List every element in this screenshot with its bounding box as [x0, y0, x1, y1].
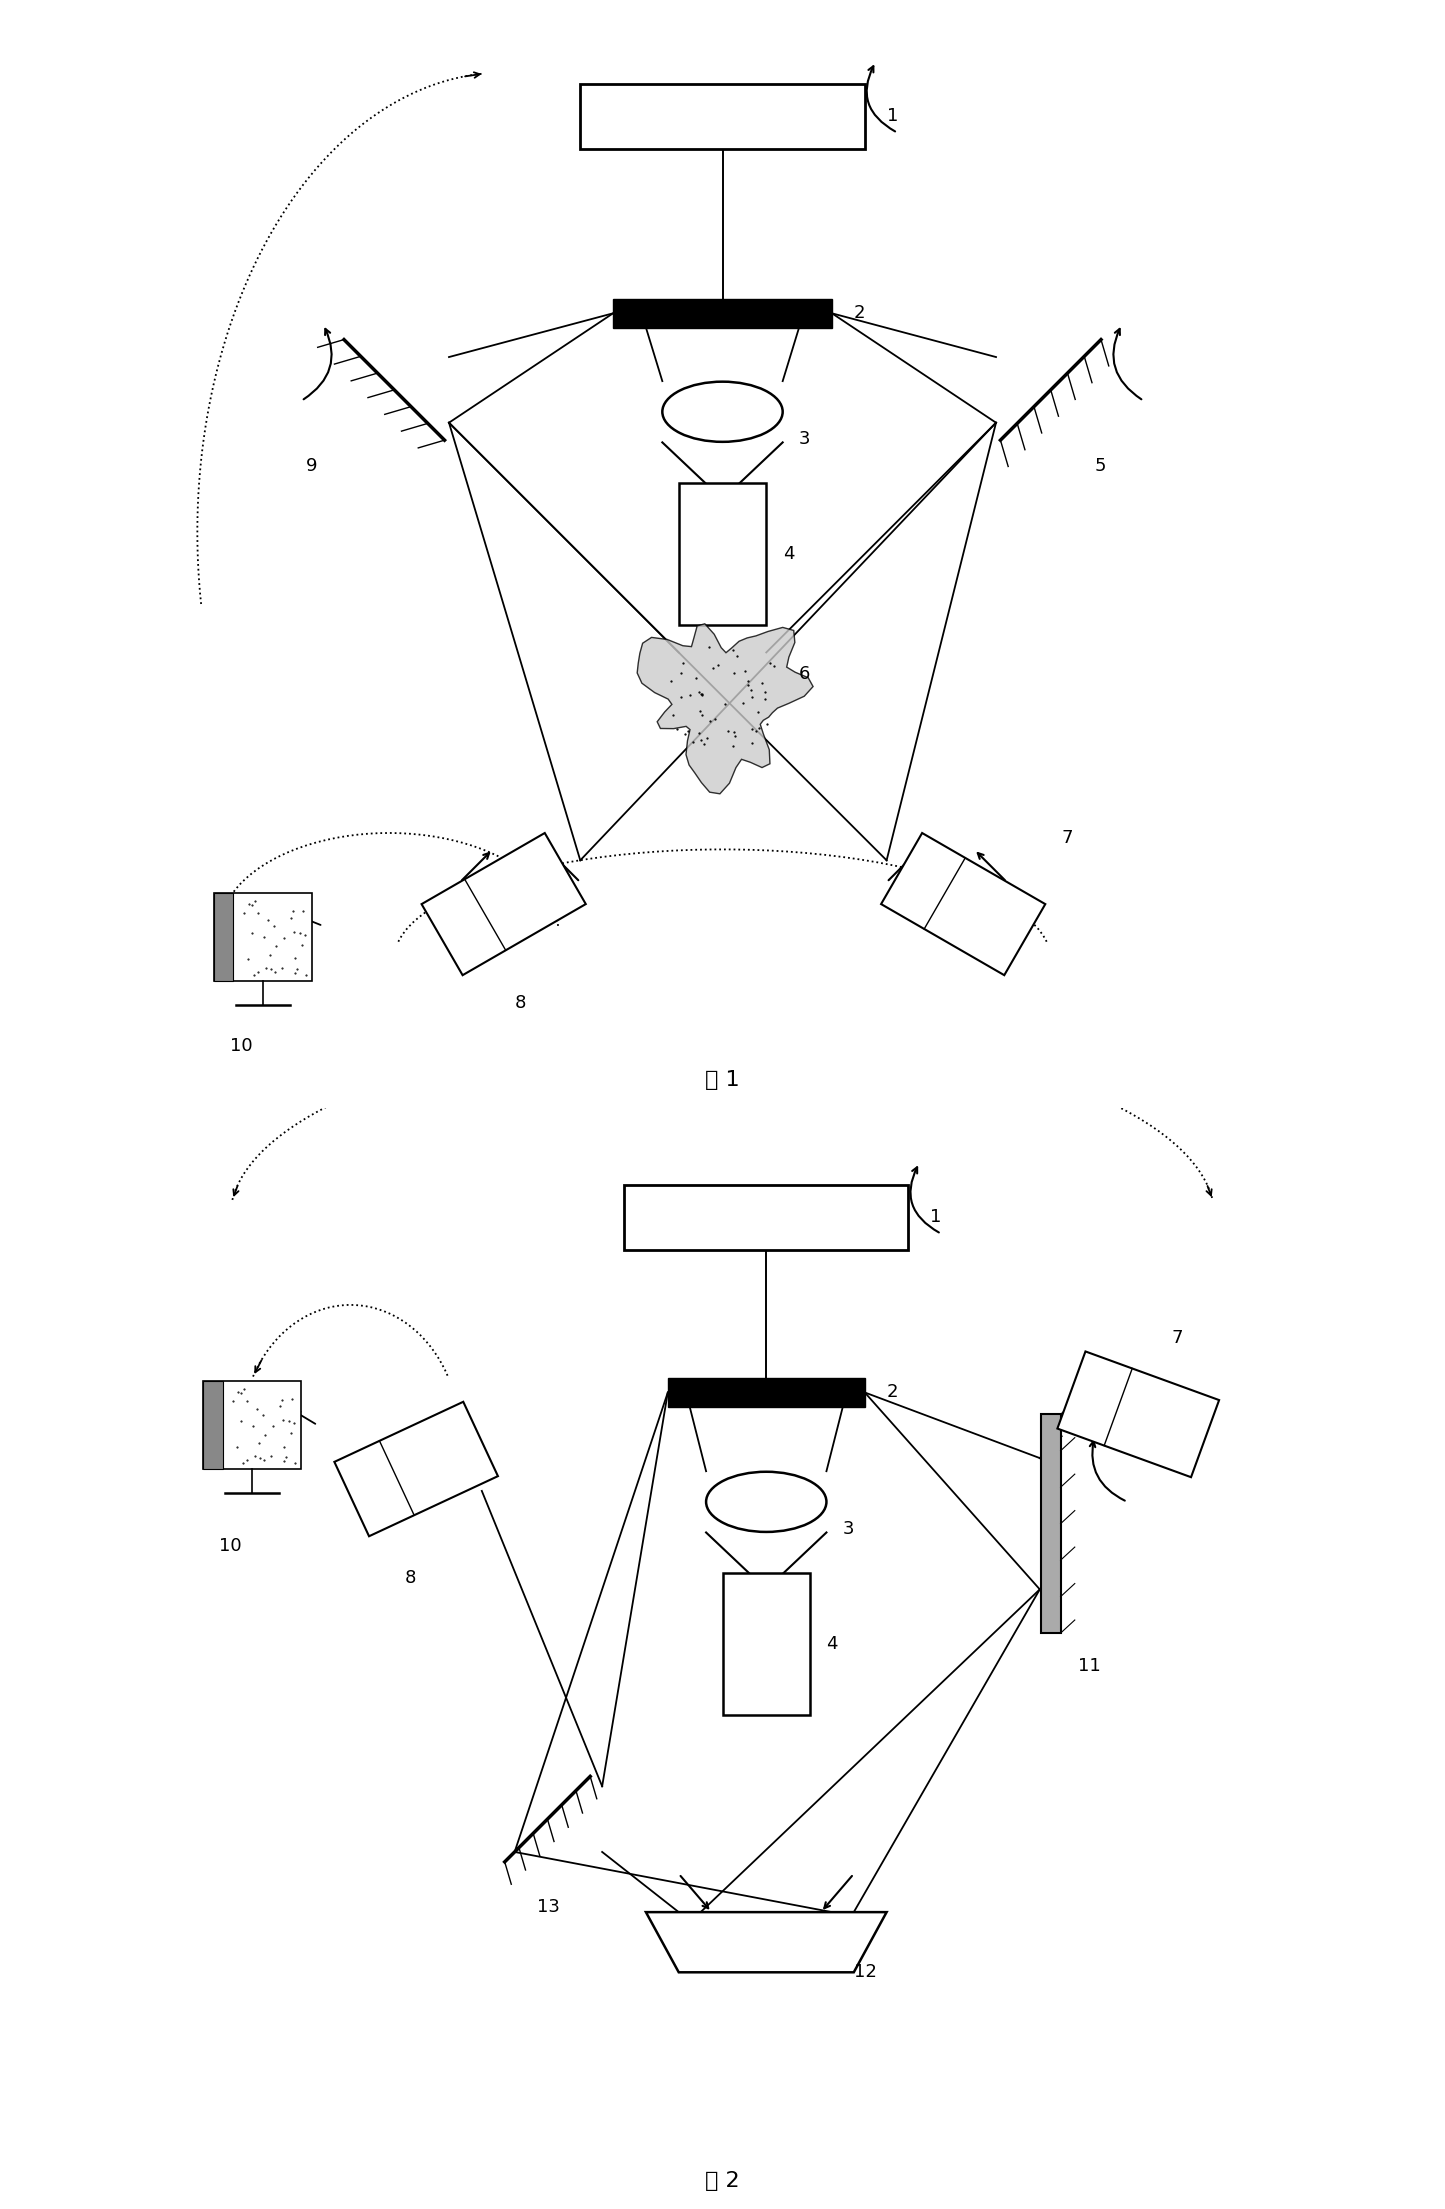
Bar — [422, 833, 585, 974]
Text: 3: 3 — [799, 431, 811, 448]
Bar — [1058, 1352, 1220, 1478]
Bar — [881, 833, 1045, 974]
Text: 13: 13 — [536, 1898, 559, 1915]
Bar — [202, 1381, 301, 1469]
Bar — [679, 484, 766, 625]
Text: 10: 10 — [230, 1038, 253, 1056]
Text: 1: 1 — [931, 1208, 942, 1226]
Text: 1: 1 — [887, 108, 897, 126]
Text: 图 2: 图 2 — [705, 2171, 740, 2191]
Bar — [581, 84, 864, 150]
Bar — [214, 892, 312, 981]
Text: 12: 12 — [854, 1964, 877, 1981]
Text: 3: 3 — [842, 1520, 854, 1537]
Bar — [613, 298, 832, 327]
Ellipse shape — [707, 1471, 827, 1531]
Text: 7: 7 — [1170, 1330, 1182, 1347]
Text: 图 1: 图 1 — [705, 1069, 740, 1089]
Text: 4: 4 — [783, 546, 795, 563]
Bar — [1040, 1414, 1061, 1632]
Bar — [214, 892, 234, 981]
Text: 9: 9 — [306, 457, 318, 475]
Text: 8: 8 — [405, 1568, 416, 1588]
Bar — [334, 1403, 499, 1535]
Text: 6: 6 — [799, 665, 811, 683]
Bar — [202, 1381, 223, 1469]
Text: 7: 7 — [1062, 828, 1074, 848]
Ellipse shape — [662, 382, 783, 442]
Text: 2: 2 — [887, 1383, 899, 1401]
Polygon shape — [646, 1913, 887, 1973]
Bar — [624, 1184, 909, 1250]
Text: 4: 4 — [827, 1635, 838, 1652]
Polygon shape — [637, 623, 814, 793]
Text: 5: 5 — [1094, 457, 1105, 475]
Text: 11: 11 — [1078, 1657, 1101, 1674]
Text: 8: 8 — [514, 994, 526, 1012]
Text: 10: 10 — [220, 1537, 241, 1555]
Text: 2: 2 — [854, 305, 866, 323]
Bar — [722, 1573, 811, 1714]
Bar — [668, 1378, 864, 1407]
